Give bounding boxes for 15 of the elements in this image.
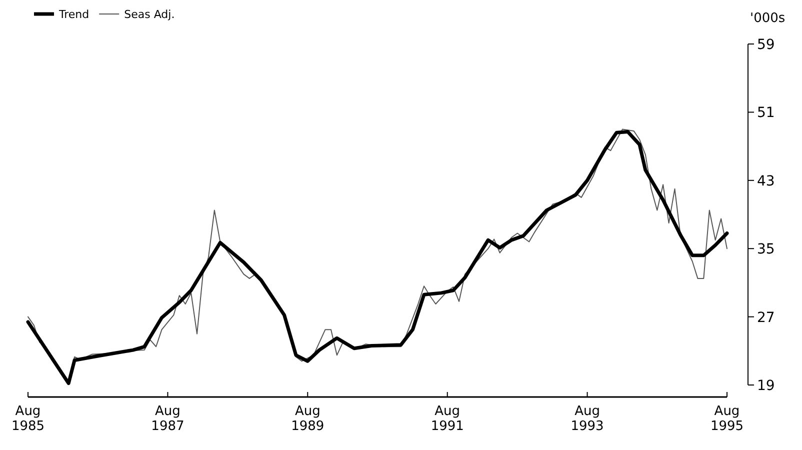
- y-axis-title: '000s: [750, 11, 786, 26]
- x-tick-label: Aug 1985: [11, 404, 45, 434]
- x-tick-label: Aug 1987: [151, 404, 184, 434]
- x-tick-label: Aug 1989: [291, 404, 324, 434]
- x-tick-label: Aug 1991: [430, 404, 464, 434]
- y-tick-label: 43: [757, 173, 775, 190]
- legend-label: Trend: [58, 8, 90, 21]
- y-tick-label: 59: [757, 37, 775, 53]
- x-tick-label: Aug 1995: [710, 404, 744, 434]
- y-tick-label: 19: [757, 378, 775, 394]
- y-tick-label: 35: [757, 242, 775, 258]
- legend-label: Seas Adj.: [124, 8, 175, 21]
- y-tick-label: 27: [757, 310, 775, 326]
- x-tick-label: Aug 1993: [570, 404, 604, 434]
- y-tick-label: 51: [757, 105, 775, 122]
